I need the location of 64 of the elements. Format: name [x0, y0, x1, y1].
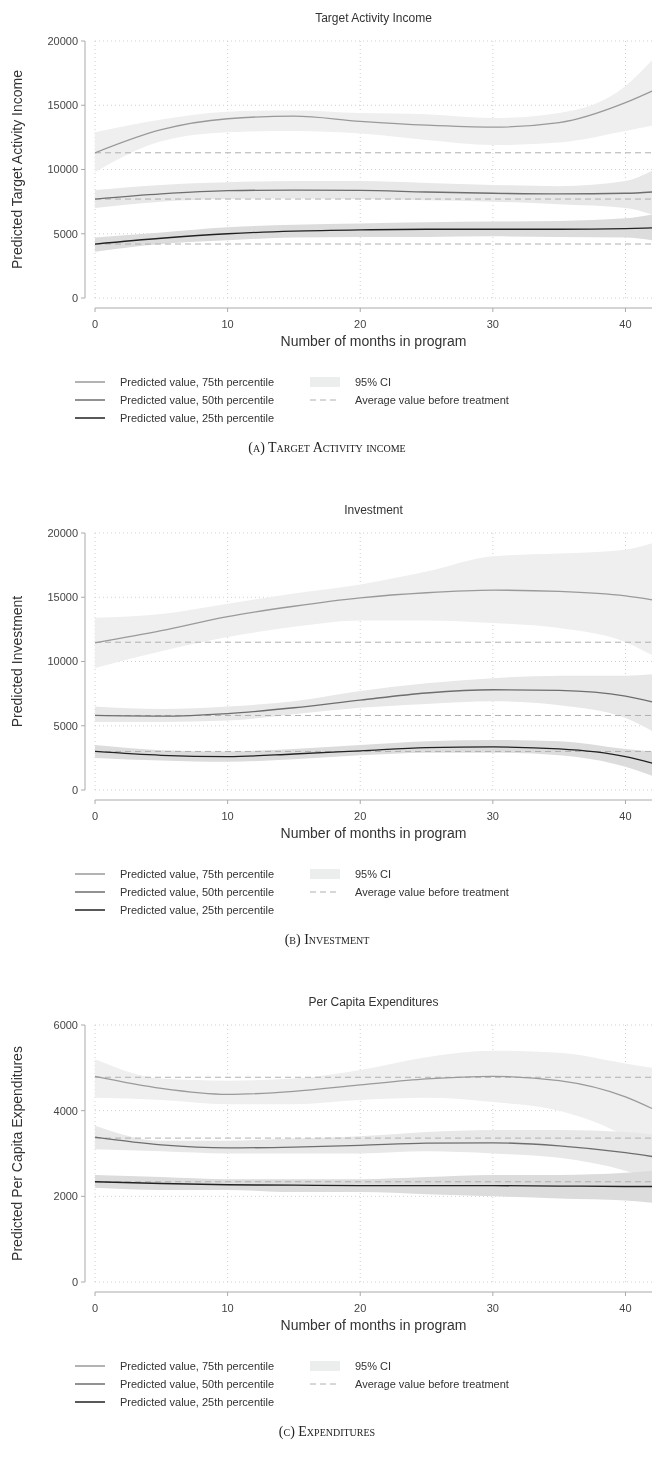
y-axis-title: Predicted Target Activity Income — [9, 69, 25, 269]
y-axis-title: Predicted Investment — [9, 595, 25, 728]
y-tick-label: 4000 — [53, 1104, 78, 1117]
y-tick-label: 5000 — [53, 719, 78, 732]
text: (c) Expenditures — [278, 1424, 376, 1440]
x-tick-label: 40 — [619, 809, 632, 822]
line-series — [94, 689, 653, 717]
y-tick-label: 20000 — [47, 526, 78, 539]
x-tick-label: 20 — [354, 1301, 367, 1314]
line-series — [94, 1136, 653, 1158]
line-series — [94, 589, 653, 644]
line-series — [94, 90, 653, 154]
line-series — [94, 227, 653, 245]
legend-label: Average value before treatment — [355, 393, 509, 406]
y-tick-label: 15000 — [47, 99, 78, 112]
line-series — [94, 189, 653, 200]
y-tick-label: 0 — [71, 783, 78, 796]
chart-title: Target Activity Income — [315, 11, 433, 25]
legend-label: Predicted value, 50th percentile — [120, 885, 275, 898]
line-series — [94, 1075, 653, 1110]
legend-label: Predicted value, 75th percentile — [120, 375, 275, 388]
y-tick-label: 20000 — [47, 34, 78, 47]
legend-label: Predicted value, 75th percentile — [120, 1359, 275, 1372]
legend-label: Predicted value, 25th percentile — [120, 1395, 275, 1408]
legend-label: Predicted value, 25th percentile — [120, 903, 275, 916]
y-tick-label: 6000 — [53, 1018, 78, 1031]
x-axis-title: Number of months in program — [280, 1317, 467, 1333]
x-axis-title: Number of months in program — [280, 333, 467, 349]
text: 95% CI — [355, 867, 392, 880]
legend-label: Predicted value, 25th percentile — [120, 411, 275, 424]
y-tick-label: 0 — [71, 291, 78, 304]
x-tick-label: 40 — [619, 317, 632, 330]
legend-label: Average value before treatment — [355, 885, 509, 898]
y-tick-label: 10000 — [47, 655, 78, 668]
x-tick-label: 30 — [486, 1301, 499, 1314]
x-tick-label: 10 — [221, 809, 234, 822]
y-tick-label: 10000 — [47, 163, 78, 176]
y-tick-label: 2000 — [53, 1190, 78, 1203]
text: 95% CI — [355, 375, 392, 388]
x-tick-label: 0 — [91, 317, 99, 330]
x-tick-label: 0 — [91, 809, 99, 822]
chart-title: Per Capita Expenditures — [308, 995, 439, 1009]
x-tick-label: 20 — [354, 317, 367, 330]
line-series — [94, 746, 653, 764]
legend-label: Average value before treatment — [355, 1377, 509, 1390]
x-tick-label: 20 — [354, 809, 367, 822]
x-tick-label: 30 — [486, 317, 499, 330]
y-tick-label: 15000 — [47, 591, 78, 604]
x-tick-label: 0 — [91, 1301, 99, 1314]
legend-label: Predicted value, 75th percentile — [120, 867, 275, 880]
chart-title: Investment — [344, 503, 404, 517]
x-tick-label: 10 — [221, 1301, 234, 1314]
y-tick-label: 5000 — [53, 227, 78, 240]
x-tick-label: 10 — [221, 317, 234, 330]
x-tick-label: 30 — [486, 809, 499, 822]
legend-label: Predicted value, 50th percentile — [120, 393, 275, 406]
text: 95% CI — [355, 1359, 392, 1372]
text: (a) Target Activity income — [248, 440, 406, 456]
y-tick-label: 0 — [71, 1275, 78, 1288]
legend-label: Predicted value, 50th percentile — [120, 1377, 275, 1390]
text: (b) Investment — [284, 932, 370, 948]
y-axis-title: Predicted Per Capita Expenditures — [9, 1046, 25, 1261]
x-axis-title: Number of months in program — [280, 825, 467, 841]
x-tick-label: 40 — [619, 1301, 632, 1314]
